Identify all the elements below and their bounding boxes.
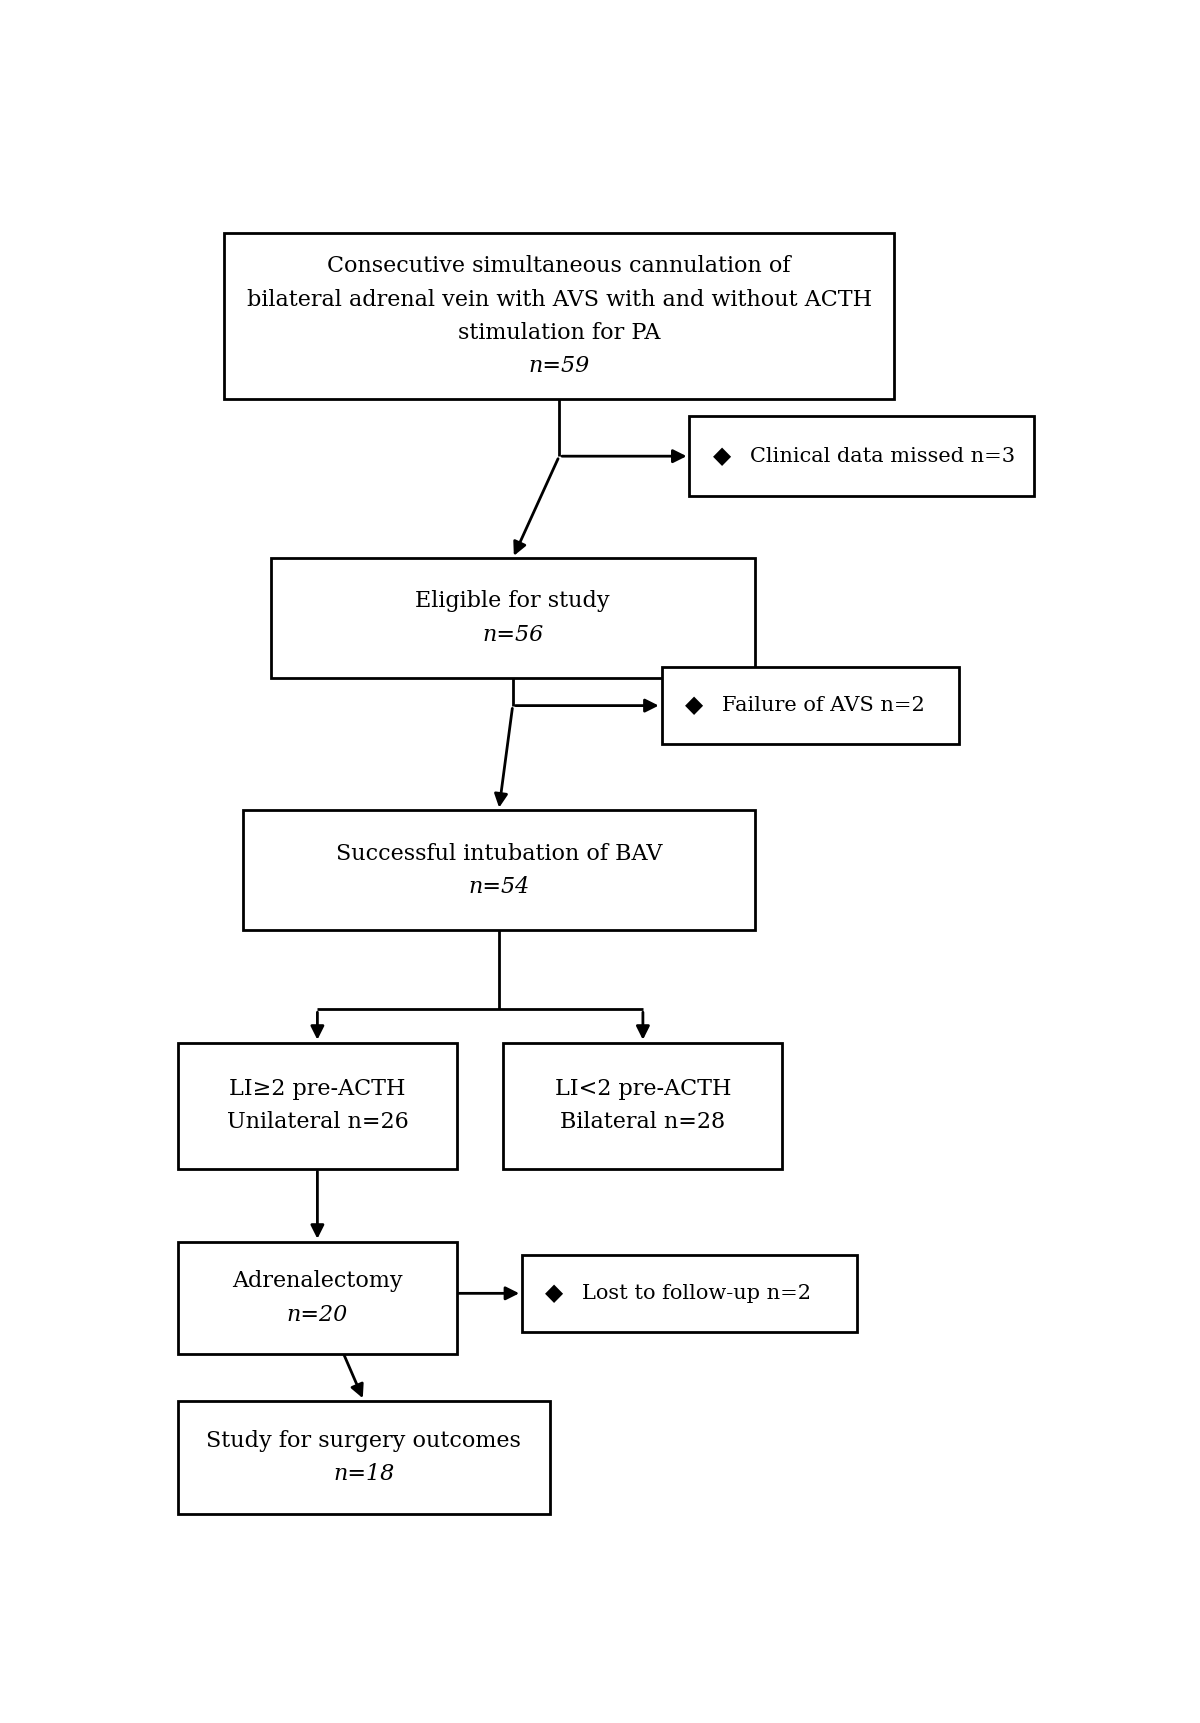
Bar <box>242 810 755 930</box>
Text: Consecutive simultaneous cannulation of: Consecutive simultaneous cannulation of <box>328 255 791 277</box>
Text: n=18: n=18 <box>334 1463 395 1485</box>
Bar <box>224 233 894 400</box>
Text: Eligible for study: Eligible for study <box>415 591 610 612</box>
Bar <box>271 558 755 677</box>
Text: Adrenalectomy: Adrenalectomy <box>232 1270 403 1292</box>
Text: Bilateral n=28: Bilateral n=28 <box>560 1111 726 1134</box>
Text: n=20: n=20 <box>287 1304 348 1325</box>
Text: ◆: ◆ <box>713 445 731 467</box>
Bar <box>178 1042 457 1168</box>
Text: ◆: ◆ <box>545 1282 563 1304</box>
Text: Unilateral n=26: Unilateral n=26 <box>227 1111 408 1134</box>
Bar <box>661 667 959 744</box>
Text: LI≥2 pre-ACTH: LI≥2 pre-ACTH <box>229 1079 406 1099</box>
Text: n=56: n=56 <box>482 624 544 646</box>
Bar <box>689 417 1033 496</box>
Text: ◆: ◆ <box>685 694 703 717</box>
Text: n=54: n=54 <box>468 875 529 898</box>
Bar <box>178 1401 550 1513</box>
Bar <box>178 1242 457 1354</box>
Text: stimulation for PA: stimulation for PA <box>458 322 660 345</box>
Bar <box>522 1254 857 1332</box>
Text: n=59: n=59 <box>528 355 590 377</box>
Text: Study for surgery outcomes: Study for surgery outcomes <box>206 1430 521 1451</box>
Text: Clinical data missed n=3: Clinical data missed n=3 <box>750 446 1015 465</box>
Text: Successful intubation of BAV: Successful intubation of BAV <box>336 843 662 865</box>
Text: bilateral adrenal vein with AVS with and without ACTH: bilateral adrenal vein with AVS with and… <box>247 289 871 310</box>
Text: LI<2 pre-ACTH: LI<2 pre-ACTH <box>554 1079 731 1099</box>
Text: Lost to follow-up n=2: Lost to follow-up n=2 <box>582 1284 811 1303</box>
Text: Failure of AVS n=2: Failure of AVS n=2 <box>722 696 925 715</box>
Bar <box>504 1042 782 1168</box>
